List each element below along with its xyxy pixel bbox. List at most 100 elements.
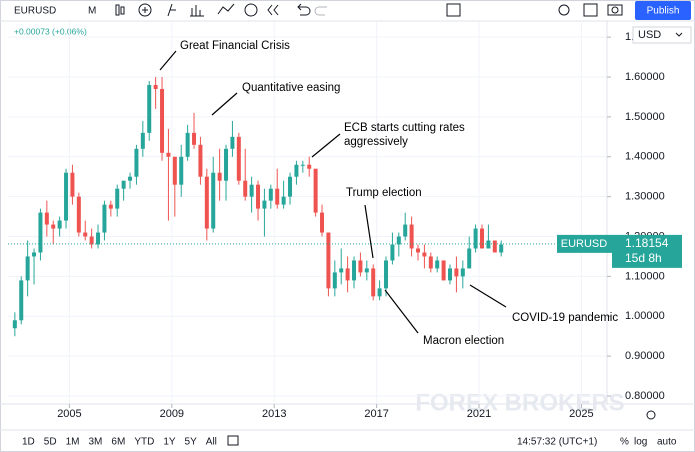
candle-body	[332, 272, 337, 289]
scale-option[interactable]: auto	[657, 437, 677, 448]
candle-body	[262, 200, 267, 209]
settings-icon[interactable]	[646, 410, 656, 420]
price-change: +0.00073 (+0.06%)	[14, 26, 87, 36]
annotation-text: Macron election	[423, 335, 504, 347]
symbol-tag-label: EURUSD	[561, 238, 608, 250]
x-tick-label: 2009	[160, 408, 184, 420]
candle-body	[57, 220, 62, 229]
candle-body	[134, 148, 139, 177]
candle-body	[192, 132, 197, 145]
candle-body	[140, 132, 145, 149]
candle-body	[89, 236, 94, 245]
candle-body	[153, 85, 158, 89]
interval[interactable]: M	[88, 6, 96, 17]
toolbar-icons[interactable]	[115, 3, 623, 17]
candle-body	[294, 164, 299, 177]
annotation-text: COVID-19 pandemic	[512, 312, 618, 324]
x-tick-label: 2025	[569, 408, 593, 420]
candle-body	[486, 240, 491, 249]
publish-button[interactable]	[635, 1, 691, 20]
candle-body	[32, 252, 37, 257]
candle-body	[345, 268, 350, 281]
candle-body	[217, 172, 222, 181]
bottom-bar: 1D 5D 1M 3M 6M YTD 1Y 5Y All% log auto	[22, 437, 677, 448]
candle-body	[44, 212, 49, 225]
candle-body	[147, 85, 152, 133]
plot-area	[8, 22, 607, 404]
y-tick-label: 1.40000	[625, 151, 665, 163]
candle-body	[473, 228, 478, 249]
candle-body	[76, 196, 81, 233]
candle-body	[172, 156, 177, 185]
candle-body	[480, 228, 485, 249]
candle-body	[390, 244, 395, 261]
annotation-arrow	[311, 133, 341, 158]
price-tag	[612, 234, 682, 268]
price-tag-label: 1.18154	[625, 236, 669, 250]
candle-body	[102, 204, 107, 233]
range-button[interactable]: 1M	[66, 437, 80, 448]
currency-box[interactable]	[632, 26, 692, 44]
range-button[interactable]: 3M	[89, 437, 103, 448]
candle-body	[416, 248, 421, 253]
range-button[interactable]: YTD	[134, 437, 154, 448]
candle-body	[288, 176, 293, 197]
candle-body	[384, 260, 389, 289]
candle-body	[108, 204, 113, 209]
candle-body	[236, 136, 241, 181]
clock: 14:57:32 (UTC+1)	[517, 437, 597, 448]
y-tick-label: 1.30000	[625, 191, 665, 203]
candle-body	[339, 268, 344, 273]
candle-body	[268, 188, 273, 201]
range-button[interactable]: 5Y	[185, 437, 198, 448]
candle-body	[83, 232, 88, 237]
candle-body	[204, 176, 209, 229]
x-tick-label: 2017	[364, 408, 388, 420]
y-tick-label: 1.50000	[625, 111, 665, 123]
candle-body	[230, 136, 235, 149]
candle-body	[281, 196, 286, 205]
range-button[interactable]: All	[206, 437, 217, 448]
x-tick-label: 2021	[467, 408, 491, 420]
candle-body	[307, 164, 312, 169]
candle-body	[371, 268, 376, 297]
candle-body	[128, 176, 133, 181]
countdown: 15d 8h	[625, 251, 662, 265]
candle-body	[300, 164, 305, 166]
range-button[interactable]: 6M	[111, 437, 125, 448]
candle-body	[12, 320, 17, 329]
candle-body	[377, 288, 382, 297]
x-tick-label: 2013	[262, 408, 286, 420]
candle-body	[51, 224, 56, 229]
scale-option[interactable]: %	[620, 437, 629, 448]
range-button[interactable]: 5D	[44, 437, 57, 448]
candle-body	[403, 224, 408, 237]
candle-body	[428, 256, 433, 269]
range-button[interactable]: 1Y	[163, 437, 176, 448]
candle-body	[38, 212, 43, 253]
annotation-arrow	[364, 204, 374, 259]
y-tick-label: 0.90000	[625, 350, 665, 362]
y-tick-label: 1.00000	[625, 310, 665, 322]
currency-caret[interactable]	[675, 32, 683, 37]
candle-body	[64, 172, 69, 221]
candle-body	[166, 152, 171, 157]
range-button[interactable]: 1D	[22, 437, 35, 448]
publish-label[interactable]: Publish	[647, 6, 680, 17]
candle-body	[179, 156, 184, 185]
symbol-tag	[557, 234, 612, 253]
candle-body	[358, 260, 363, 273]
candle-body	[224, 148, 229, 181]
candle-body	[19, 280, 24, 321]
y-tick-label: 1.10000	[625, 270, 665, 282]
annotation-arrow	[469, 284, 507, 308]
scale-option[interactable]: log	[634, 437, 647, 448]
calendar-icon[interactable]	[227, 435, 239, 446]
watermark: FOREX BROKERS	[415, 389, 624, 416]
candle-body	[70, 172, 75, 197]
candle-body	[256, 184, 261, 209]
currency-label[interactable]: USD	[638, 29, 661, 41]
candle-body	[160, 88, 165, 153]
symbol[interactable]: EURUSD	[14, 6, 56, 17]
